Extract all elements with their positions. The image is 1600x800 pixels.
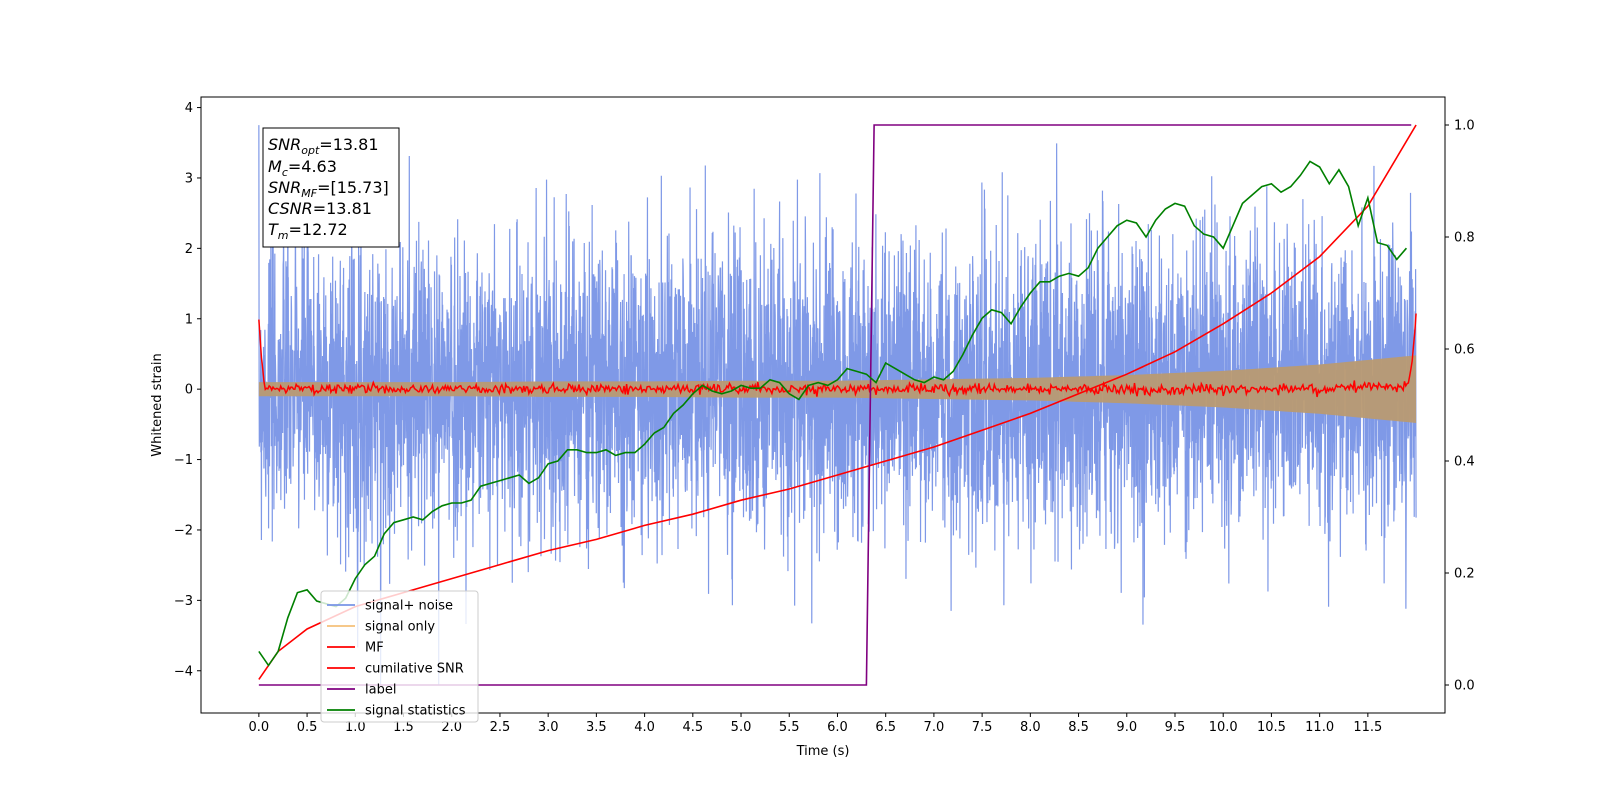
x-tick-label: 4.0: [634, 720, 655, 735]
y2-tick-label: 0.6: [1454, 343, 1475, 358]
legend-frame: [320, 590, 479, 723]
x-tick-label: 1.0: [345, 720, 366, 735]
y2-tick-label: 0.8: [1454, 231, 1475, 246]
legend: signal+ noise signal only MF cumilative SNR…: [320, 590, 479, 723]
y-tick-label: 0: [185, 383, 193, 398]
y-tick-label: 1: [185, 312, 193, 327]
legend-label: cumilative SNR: [365, 662, 464, 677]
annotation-line-csnr: CSNR=13.81: [268, 199, 372, 218]
x-tick-label: 5.5: [779, 720, 800, 735]
annotation-line-mc: Mc=4.63: [268, 157, 337, 179]
y2-tick-label: 0.4: [1454, 455, 1475, 470]
legend-label: signal only: [365, 620, 435, 635]
series-signal-statistics-line: [258, 160, 1408, 667]
series-mf-line: [258, 313, 1417, 398]
x-tick-label: 4.5: [682, 720, 703, 735]
x-tick-label: 7.5: [972, 720, 993, 735]
x-tick-label: 11.5: [1353, 720, 1382, 735]
x-tick-label: 9.0: [1116, 720, 1137, 735]
y-tick-label: −2: [174, 523, 193, 538]
x-tick-label: 1.5: [393, 720, 414, 735]
x-tick-label: 2.5: [490, 720, 511, 735]
x-tick-label: 2.0: [441, 720, 462, 735]
plot-area: [258, 124, 1417, 686]
annotation-frame: [262, 127, 400, 248]
x-tick-label: 10.0: [1209, 720, 1238, 735]
x-tick-label: 8.5: [1068, 720, 1089, 735]
series-signal-only-band: [258, 355, 1417, 423]
x-tick-label: 0.0: [249, 720, 270, 735]
x-tick-label: 8.0: [1020, 720, 1041, 735]
x-tick-label: 7.0: [924, 720, 945, 735]
x-tick-label: 9.5: [1165, 720, 1186, 735]
axes-frame: [200, 96, 1446, 714]
axes: 0.0 0.5 1.0 1.5 2.0 2.5 3.0 3.5 4.0 4.5 5.0 5.5 6.0 6…: [150, 96, 1475, 759]
annotation-line-tm: Tm=12.72: [268, 220, 348, 242]
y-tick-label: −3: [174, 594, 193, 609]
x-tick-label: 5.0: [731, 720, 752, 735]
y2-tick-label: 0.2: [1454, 567, 1475, 582]
annotation-line-snr-mf: SNRMF=[15.73]: [268, 178, 389, 200]
legend-label: label: [365, 683, 396, 698]
x-tick-label: 6.0: [827, 720, 848, 735]
annotation-box: SNRopt=13.81 Mc=4.63 SNRMF=[15.73] CSNR=…: [262, 127, 400, 248]
series-label-line: [258, 124, 1412, 686]
x-tick-label: 6.5: [875, 720, 896, 735]
y-tick-label: −1: [174, 453, 193, 468]
x-tick-label: 11.0: [1305, 720, 1334, 735]
y-tick-label: 3: [185, 171, 193, 186]
legend-label: MF: [365, 641, 384, 656]
legend-label: signal+ noise: [365, 599, 453, 614]
y-tick-label: 4: [185, 101, 193, 116]
x-tick-label: 3.0: [538, 720, 559, 735]
x-tick-label: 3.5: [586, 720, 607, 735]
legend-entries: signal+ noise signal only MF cumilative SNR…: [327, 599, 466, 719]
annotation-line-snr-opt: SNRopt=13.81: [268, 135, 379, 157]
series-cumulative-snr-line: [258, 124, 1417, 680]
y2-tick-label: 0.0: [1454, 679, 1475, 694]
y-axis-label: Whitened strain: [150, 353, 165, 456]
y2-tick-label: 1.0: [1454, 119, 1475, 134]
x-axis-label: Time (s): [796, 744, 850, 759]
x-tick-label: 10.5: [1257, 720, 1286, 735]
y-tick-label: 2: [185, 242, 193, 257]
y-tick-label: −4: [174, 664, 193, 679]
x-tick-label: 0.5: [297, 720, 318, 735]
legend-label: signal statistics: [365, 704, 466, 719]
